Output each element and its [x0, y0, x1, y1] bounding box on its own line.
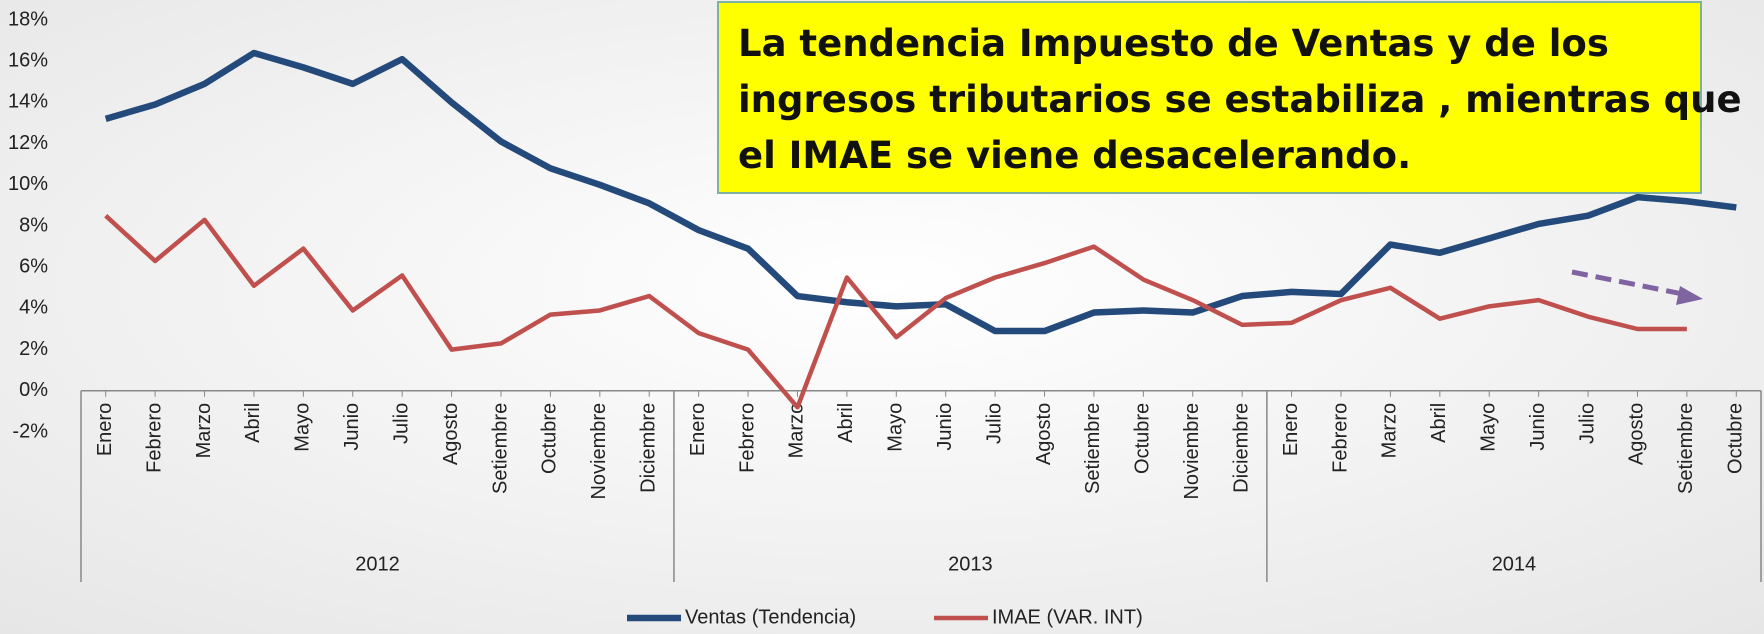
x-tick-label: Agosto	[440, 403, 462, 465]
x-tick-label: Marzo	[1379, 403, 1401, 459]
plot-area: -2% 0% 2% 4% 6% 8% 10% 12% 14% 16% 18% 2012 2013 2014…	[8, 8, 1762, 628]
x-tick-label: Setiembre	[1675, 403, 1697, 494]
x-tick-label: Febrero	[1329, 403, 1351, 473]
x-tick-label: Abril	[835, 403, 857, 443]
x-tick-label: Junio	[341, 403, 363, 451]
y-tick-label: 2%	[19, 338, 48, 360]
x-tick-label: Julio	[390, 403, 412, 444]
series-line	[104, 49, 1737, 335]
y-tick-label: 4%	[19, 297, 48, 319]
y-tick-label: 10%	[8, 173, 48, 195]
x-tick-label: Setiembre	[489, 403, 511, 494]
x-tick-label: Febrero	[143, 403, 165, 473]
x-tick-label: Mayo	[1478, 403, 1500, 452]
y-tick-label: 6%	[19, 255, 48, 277]
x-tick-label: Julio	[1576, 403, 1598, 444]
annotation-line: el IMAE se viene desacelerando.	[738, 134, 1411, 177]
annotation-line: ingresos tributarios se estabiliza , mie…	[738, 78, 1742, 121]
x-tick-label: Diciembre	[1230, 403, 1252, 493]
x-tick-label: Agosto	[1033, 403, 1055, 465]
x-tick-label: Julio	[983, 403, 1005, 444]
x-tick-label: Junio	[934, 403, 956, 451]
x-tick-label: Mayo	[885, 403, 907, 452]
y-tick-label: 8%	[19, 214, 48, 236]
trend-arrow	[1571, 269, 1689, 298]
x-tick-label: Octubre	[1132, 403, 1154, 474]
year-label: 2012	[355, 553, 400, 575]
series-line	[104, 214, 1687, 410]
x-tick-label: Octubre	[1725, 403, 1747, 474]
y-tick-label: 0%	[19, 379, 48, 401]
x-tick-label: Noviembre	[588, 403, 610, 500]
x-tick-label: Setiembre	[1082, 403, 1104, 494]
x-tick-label: Octubre	[539, 403, 561, 474]
x-tick-label: Enero	[1280, 403, 1302, 456]
annotation-box	[717, 1, 1702, 194]
x-tick-label: Enero	[687, 403, 709, 456]
x-tick-label: Enero	[94, 403, 116, 456]
legend-label: IMAE (VAR. INT)	[992, 606, 1143, 628]
annotation-line: La tendencia Impuesto de Ventas y de los	[738, 22, 1609, 65]
legend-label: Ventas (Tendencia)	[685, 606, 856, 628]
y-tick-label: 18%	[8, 8, 48, 30]
x-tick-label: Marzo	[193, 403, 215, 459]
x-tick-label: Mayo	[292, 403, 314, 452]
x-tick-label: Abril	[242, 403, 264, 443]
x-tick-label: Noviembre	[1181, 403, 1203, 500]
year-label: 2013	[948, 553, 993, 575]
x-tick-label: Marzo	[786, 403, 808, 459]
x-tick-label: Agosto	[1626, 403, 1648, 465]
y-tick-label: 16%	[8, 49, 48, 71]
y-tick-label: -2%	[12, 420, 48, 442]
y-tick-label: 14%	[8, 91, 48, 113]
y-tick-label: 12%	[8, 132, 48, 154]
x-tick-label: Junio	[1527, 403, 1549, 451]
x-tick-label: Diciembre	[638, 403, 660, 493]
trend-arrow-head	[1676, 286, 1703, 305]
x-tick-label: Abril	[1428, 403, 1450, 443]
x-tick-label: Febrero	[736, 403, 758, 473]
year-label: 2014	[1492, 553, 1537, 575]
